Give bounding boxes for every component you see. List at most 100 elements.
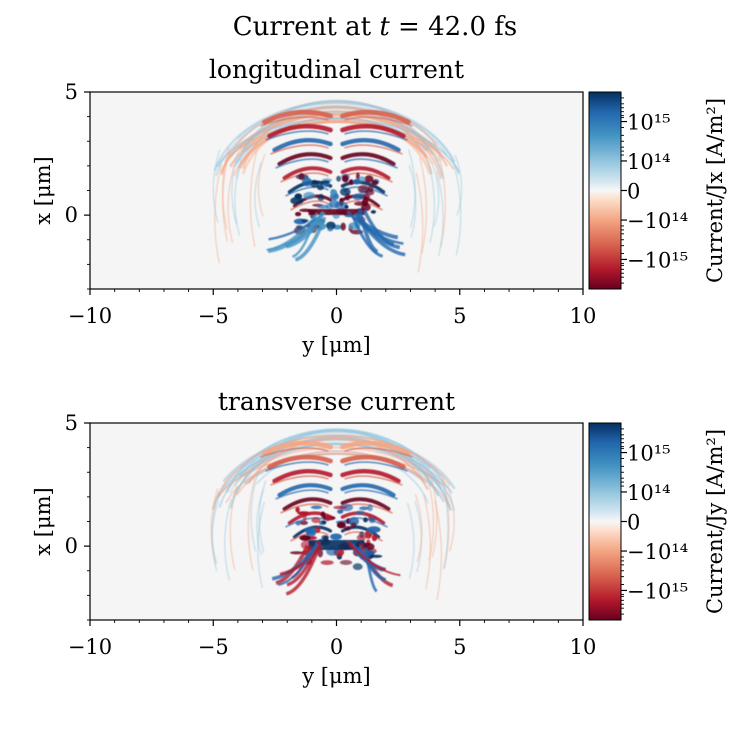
core-blob bbox=[295, 211, 302, 217]
x-tick-label: 10 bbox=[570, 635, 597, 659]
colorbar bbox=[589, 423, 621, 620]
colorbar-tick-label: 10¹⁴ bbox=[627, 481, 671, 505]
core-blob bbox=[330, 533, 342, 540]
side-streak bbox=[431, 163, 440, 227]
side-streak bbox=[441, 475, 450, 569]
chevron-edge bbox=[344, 116, 413, 127]
core-blob bbox=[320, 560, 334, 565]
core-blob bbox=[337, 509, 344, 514]
core-blob bbox=[368, 516, 376, 524]
core-blob bbox=[316, 184, 325, 191]
side-streak bbox=[408, 164, 417, 238]
halo-arc bbox=[216, 117, 460, 173]
chevron-layer bbox=[272, 468, 333, 484]
side-streak bbox=[423, 494, 431, 590]
chevron-edge bbox=[344, 130, 408, 141]
core-blob bbox=[329, 199, 340, 209]
halo-arc bbox=[231, 443, 439, 498]
core-blob bbox=[309, 179, 319, 188]
core-blob bbox=[340, 222, 346, 231]
halo-arc bbox=[211, 434, 451, 511]
chevron-edge bbox=[344, 475, 403, 486]
side-streak bbox=[222, 146, 230, 231]
x-axis-label: y [μm] bbox=[301, 664, 371, 688]
chevron-layer bbox=[282, 497, 333, 511]
side-streak bbox=[453, 165, 462, 256]
core-blob bbox=[297, 511, 311, 515]
x-tick-label: 10 bbox=[570, 304, 597, 328]
core-blob bbox=[295, 506, 300, 513]
chevron-layer bbox=[340, 440, 411, 456]
colorbar-tick-label: 10¹⁵ bbox=[627, 111, 671, 135]
core-blob bbox=[325, 514, 332, 521]
y-tick-label: 5 bbox=[65, 80, 78, 104]
x-tick-label: −10 bbox=[68, 635, 112, 659]
chevron-layer bbox=[267, 123, 333, 139]
chevron-edge bbox=[344, 447, 413, 458]
core-blob bbox=[311, 517, 321, 524]
side-streak bbox=[224, 498, 232, 581]
side-streak bbox=[426, 476, 435, 561]
core-blob bbox=[336, 521, 346, 529]
chevron-layer bbox=[277, 483, 333, 498]
core-blob bbox=[359, 506, 370, 511]
side-streak bbox=[454, 154, 463, 216]
colorbar-tick-label: −10¹⁴ bbox=[627, 209, 688, 233]
lower-wing bbox=[346, 540, 401, 577]
chevron-layer bbox=[340, 166, 391, 180]
side-streak bbox=[256, 488, 264, 556]
chevron-layer bbox=[340, 137, 401, 153]
y-tick-label: 0 bbox=[65, 203, 78, 227]
side-streak bbox=[231, 151, 239, 225]
core-blob bbox=[298, 172, 305, 181]
core-blob bbox=[302, 514, 307, 521]
halo-arc bbox=[242, 442, 452, 511]
side-streak bbox=[415, 172, 424, 273]
side-streak bbox=[414, 493, 423, 562]
chevron-edge bbox=[260, 116, 329, 127]
x-axis-label: y [μm] bbox=[301, 333, 371, 357]
side-streak bbox=[429, 474, 438, 558]
side-streak bbox=[257, 501, 265, 588]
core-blob bbox=[290, 196, 304, 205]
side-streak bbox=[254, 162, 262, 228]
chevron-layer bbox=[340, 123, 406, 139]
lower-wing bbox=[353, 215, 399, 240]
side-streak bbox=[214, 164, 222, 264]
chevron-layer bbox=[340, 454, 406, 470]
chevron-layer bbox=[277, 152, 333, 167]
core-blob bbox=[295, 520, 301, 526]
heatmap-panel-1: longitudinal current −10 −5 0 5 10 0 5 y [μm] x [… bbox=[31, 55, 727, 357]
core-blob bbox=[367, 504, 373, 512]
core-blob bbox=[371, 179, 379, 185]
halo-arc bbox=[240, 99, 431, 153]
chevron-edge bbox=[344, 144, 403, 155]
side-streak bbox=[406, 502, 415, 579]
lower-wing bbox=[357, 545, 387, 582]
chevron-edge bbox=[290, 200, 329, 211]
core-blob bbox=[358, 176, 366, 182]
core-band bbox=[308, 540, 365, 550]
core-blob bbox=[352, 179, 362, 185]
colorbar-tick-label: 0 bbox=[627, 511, 640, 535]
chevron-layer bbox=[262, 109, 333, 125]
chevron-edge bbox=[280, 172, 329, 183]
core-blob bbox=[302, 177, 312, 187]
lower-wing bbox=[355, 212, 401, 250]
halo-arc bbox=[213, 101, 456, 172]
core-blob bbox=[344, 205, 349, 209]
chevron-edge bbox=[270, 144, 329, 155]
core-blob bbox=[341, 174, 349, 183]
chevron-layer bbox=[340, 483, 396, 498]
core-blob bbox=[321, 180, 331, 184]
core-blob bbox=[363, 517, 368, 523]
halo-arc bbox=[241, 105, 433, 175]
core-blob bbox=[310, 505, 323, 510]
heatmap-panel-2: transverse current −10 −5 0 5 10 0 5 y [μm] x [μm… bbox=[31, 387, 727, 688]
chevron-layer bbox=[282, 166, 333, 180]
core-blob bbox=[336, 175, 341, 182]
colorbar-tick-label: 10¹⁴ bbox=[627, 150, 671, 174]
core-blob bbox=[317, 193, 325, 202]
x-tick-label: −5 bbox=[198, 304, 229, 328]
lower-wing bbox=[285, 549, 320, 596]
